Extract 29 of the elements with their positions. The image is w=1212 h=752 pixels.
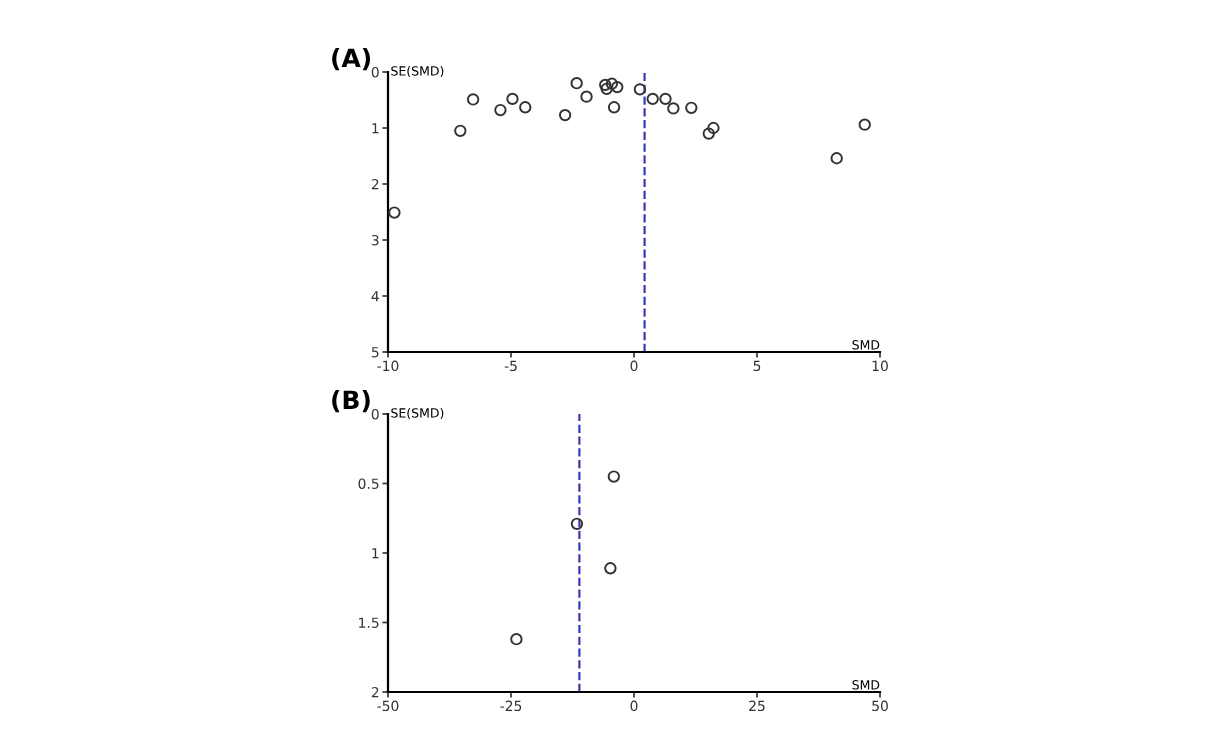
point [510, 633, 523, 646]
point [570, 517, 584, 530]
point [600, 82, 613, 95]
point [519, 101, 532, 114]
point [685, 101, 698, 115]
point [599, 78, 612, 92]
point [558, 108, 572, 122]
point [633, 83, 647, 96]
point [702, 127, 715, 140]
point [388, 206, 401, 219]
point [494, 103, 507, 117]
chart-title: (B) [332, 389, 370, 413]
point [611, 80, 624, 94]
point [707, 121, 720, 135]
point [667, 102, 680, 115]
point [605, 77, 619, 90]
chart-title: (A) [332, 47, 371, 71]
point [646, 92, 659, 106]
point [570, 77, 583, 90]
point [580, 90, 593, 103]
point [506, 92, 519, 106]
point [659, 92, 672, 106]
point [830, 152, 843, 165]
point [607, 101, 621, 114]
point [604, 562, 617, 575]
point [454, 124, 467, 137]
point [607, 470, 620, 483]
point [466, 93, 480, 106]
point [858, 118, 871, 131]
